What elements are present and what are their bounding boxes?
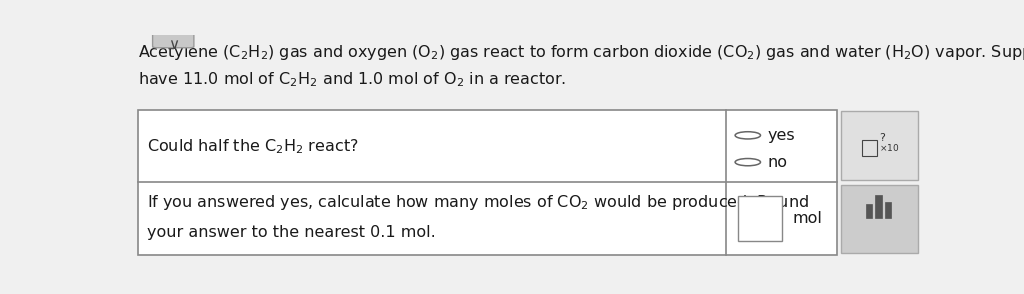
Circle shape [735,132,761,139]
FancyBboxPatch shape [885,202,891,218]
Text: no: no [768,155,787,170]
FancyBboxPatch shape [842,111,919,180]
Text: yes: yes [768,128,796,143]
FancyBboxPatch shape [153,29,194,48]
FancyBboxPatch shape [865,204,872,218]
FancyBboxPatch shape [842,185,919,253]
FancyBboxPatch shape [862,140,877,156]
Text: ?: ? [880,133,885,143]
Text: If you answered yes, calculate how many moles of $\mathregular{CO_2}$ would be p: If you answered yes, calculate how many … [147,193,809,212]
Text: ∨: ∨ [168,37,179,52]
Text: mol: mol [793,211,822,226]
Circle shape [735,158,761,166]
FancyBboxPatch shape [738,196,782,241]
Text: $\times$10: $\times$10 [880,142,899,153]
FancyBboxPatch shape [137,110,837,255]
FancyBboxPatch shape [876,196,882,218]
Text: your answer to the nearest 0.1 mol.: your answer to the nearest 0.1 mol. [147,225,436,240]
Text: Acetylene $\left(\mathregular{C_2H_2}\right)$ gas and oxygen $\left(\mathregular: Acetylene $\left(\mathregular{C_2H_2}\ri… [137,43,1024,62]
Text: Could half the $\mathregular{C_2H_2}$ react?: Could half the $\mathregular{C_2H_2}$ re… [147,137,358,156]
Text: have 11.0 mol of $\mathregular{C_2H_2}$ and 1.0 mol of $\mathregular{O_2}$ in a : have 11.0 mol of $\mathregular{C_2H_2}$ … [137,70,566,89]
